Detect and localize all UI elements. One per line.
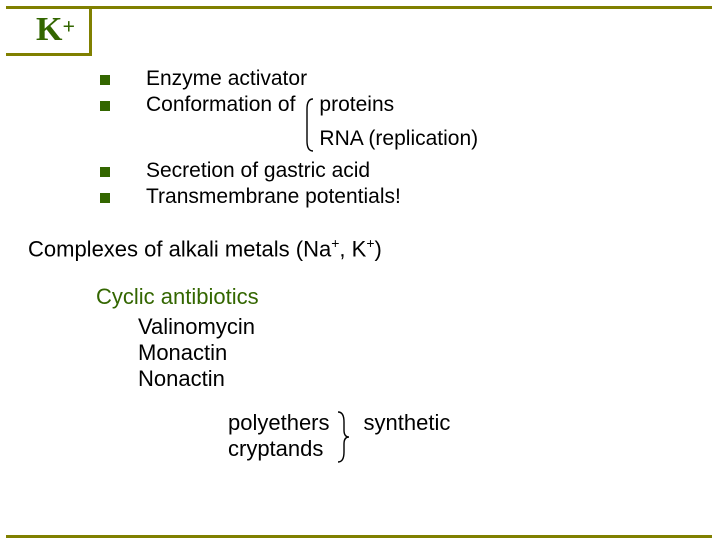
antibiotic-item: Nonactin <box>138 366 720 392</box>
slide-frame: K+ Enzyme activator Conformation of prot… <box>6 6 712 538</box>
complexes-post: ) <box>375 236 382 261</box>
cyclic-label: Cyclic antibiotics <box>96 284 259 310</box>
right-brace-icon <box>336 410 350 464</box>
brace-item: RNA (replication) <box>319 127 478 151</box>
slide-title: K+ <box>6 9 92 56</box>
poly-item: cryptands <box>228 436 330 462</box>
title-base: K <box>36 11 62 48</box>
brace-item: proteins <box>319 93 478 117</box>
complexes-line: Complexes of alkali metals (Na+, K+) <box>28 235 720 262</box>
poly-item: polyethers <box>228 410 330 436</box>
square-bullet-icon <box>100 167 110 177</box>
brace-group-1: proteins RNA (replication) <box>303 93 478 151</box>
bullet-text: Secretion of gastric acid <box>146 159 370 183</box>
bullet-text: Enzyme activator <box>146 67 307 91</box>
square-bullet-icon <box>100 193 110 203</box>
bullet-row-4: Transmembrane potentials! <box>6 185 720 209</box>
cyclic-block: Cyclic antibiotics <box>96 284 720 310</box>
complexes-sup2: + <box>366 235 374 251</box>
bullet-row-3: Secretion of gastric acid <box>6 159 720 183</box>
bullet-row-1: Enzyme activator <box>6 67 720 91</box>
slide-content: Enzyme activator Conformation of protein… <box>6 67 720 464</box>
bullet-row-2: Conformation of proteins RNA (replicatio… <box>6 93 720 151</box>
complexes-pre: Complexes of alkali metals (Na <box>28 236 331 261</box>
title-sup: + <box>62 14 75 39</box>
poly-block: polyethers cryptands synthetic <box>228 410 720 464</box>
bullet-text: Conformation of <box>146 93 295 117</box>
antibiotics-list: Valinomycin Monactin Nonactin <box>138 314 720 392</box>
square-bullet-icon <box>100 101 110 111</box>
antibiotic-item: Valinomycin <box>138 314 720 340</box>
complexes-mid: , K <box>339 236 366 261</box>
square-bullet-icon <box>100 75 110 85</box>
bullet-text: Transmembrane potentials! <box>146 185 401 209</box>
synthetic-label: synthetic <box>364 410 451 436</box>
antibiotic-item: Monactin <box>138 340 720 366</box>
left-brace-icon <box>303 97 315 149</box>
